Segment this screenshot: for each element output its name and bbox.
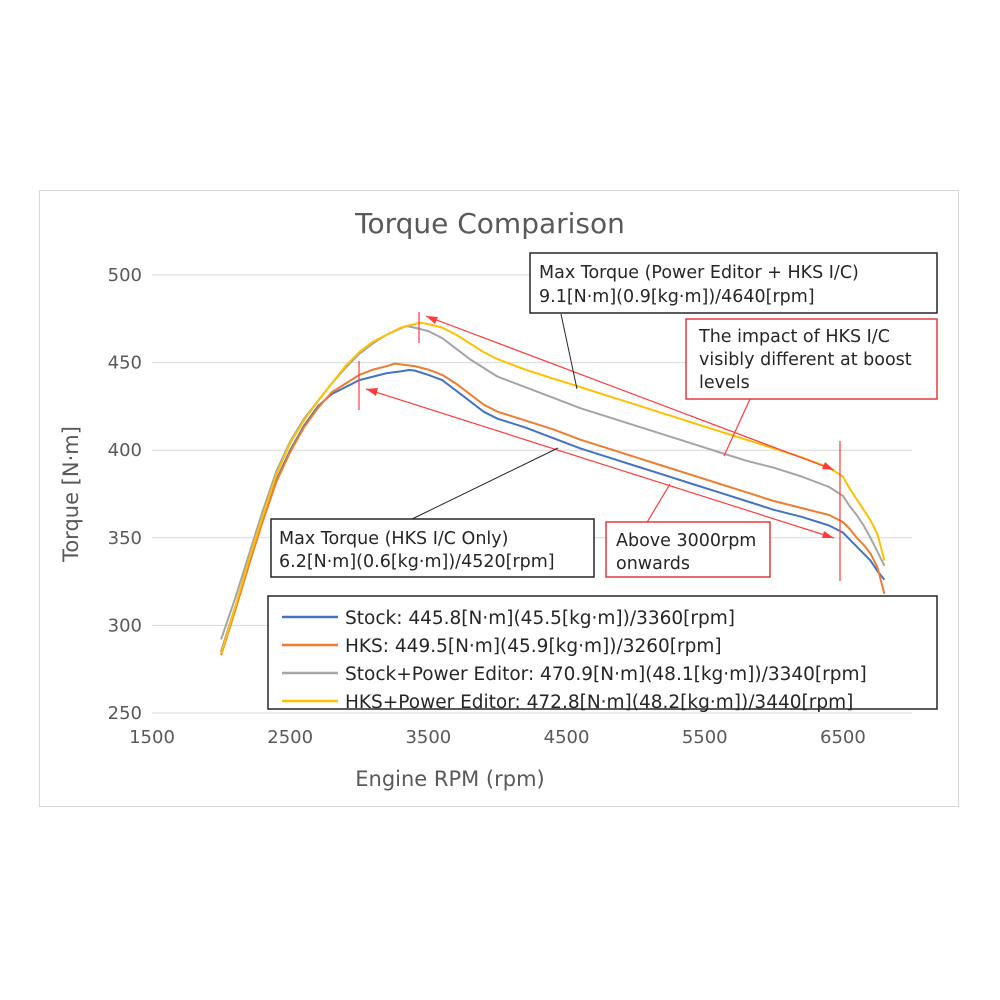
arrow-lower	[365, 388, 835, 539]
legend: Stock: 445.8[N·m](45.5[kg·m])/3360[rpm] H…	[267, 595, 938, 713]
legend-label: Stock+Power Editor: 470.9[N·m](48.1[kg·m…	[345, 664, 867, 685]
x-tick-label: 5500	[682, 727, 728, 748]
arrowhead-upper-left	[426, 316, 438, 324]
legend-label: HKS: 449.5[N·m](45.9[kg·m])/3260[rpm]	[345, 636, 722, 657]
annotation-hks-impact: The impact of HKS I/C visibly different …	[685, 318, 938, 400]
svg-text:Max Torque (Power Editor + HKS: Max Torque (Power Editor + HKS I/C)	[539, 263, 859, 283]
x-tick-label: 1500	[129, 727, 175, 748]
leader-max-pe	[560, 313, 578, 390]
series-line-3	[220, 321, 886, 654]
leader-boost	[723, 398, 751, 457]
svg-text:9.1[N·m](0.9[kg·m])/4640[rpm]: 9.1[N·m](0.9[kg·m])/4640[rpm]	[539, 287, 815, 307]
y-tick-labels: 250 300 350 400 450 500	[108, 265, 142, 724]
y-tick-label: 400	[108, 440, 142, 461]
x-axis-label: Engine RPM (rpm)	[355, 767, 545, 791]
leader-lines	[409, 313, 578, 521]
svg-text:6.2[N·m](0.6[kg·m])/4520[rpm]: 6.2[N·m](0.6[kg·m])/4520[rpm]	[279, 552, 555, 572]
arrowheads	[366, 316, 834, 538]
series-line-1	[220, 362, 886, 656]
y-tick-label: 500	[108, 265, 142, 286]
y-tick-label: 250	[108, 703, 142, 724]
svg-text:visibly different at boost: visibly different at boost	[699, 350, 912, 370]
arrowhead-lower-right	[822, 531, 834, 538]
x-tick-label: 4500	[544, 727, 590, 748]
arrowhead-lower-left	[366, 388, 378, 396]
x-tick-labels: 1500 2500 3500 4500 5500 6500	[129, 727, 866, 748]
annotation-max-torque-pe: Max Torque (Power Editor + HKS I/C) 9.1[…	[529, 252, 938, 314]
torque-chart: Torque Comparison 250 300 350 400 450 500 150…	[59, 207, 938, 791]
series-lines	[220, 321, 886, 656]
annotation-max-torque-hks: Max Torque (HKS I/C Only) 6.2[N·m](0.6[k…	[270, 518, 595, 578]
leader-above3000	[645, 483, 671, 525]
legend-label: HKS+Power Editor: 472.8[N·m](48.2[kg·m])…	[345, 692, 853, 713]
series-line-0	[220, 369, 886, 653]
legend-label: Stock: 445.8[N·m](45.5[kg·m])/3360[rpm]	[345, 608, 735, 629]
arrowhead-upper-right	[822, 462, 834, 470]
svg-text:The impact of HKS I/C: The impact of HKS I/C	[698, 327, 890, 347]
leader-max-hks	[409, 447, 559, 521]
x-tick-label: 6500	[820, 727, 866, 748]
svg-text:levels: levels	[699, 373, 750, 393]
svg-text:onwards: onwards	[616, 554, 690, 574]
svg-text:Above 3000rpm: Above 3000rpm	[616, 531, 756, 551]
x-tick-label: 3500	[405, 727, 451, 748]
chart-frame: Torque Comparison 250 300 350 400 450 500 150…	[39, 190, 959, 807]
svg-text:Max Torque (HKS I/C Only): Max Torque (HKS I/C Only)	[279, 529, 508, 549]
x-tick-label: 2500	[267, 727, 313, 748]
y-tick-label: 350	[108, 528, 142, 549]
y-tick-label: 450	[108, 353, 142, 374]
y-tick-label: 300	[108, 615, 142, 636]
annotation-above-3000: Above 3000rpm onwards	[605, 521, 771, 578]
arrow-upper	[425, 315, 835, 471]
annotation-markers	[358, 312, 841, 581]
y-axis-label: Torque [N·m]	[59, 426, 83, 563]
chart-title: Torque Comparison	[354, 207, 625, 240]
